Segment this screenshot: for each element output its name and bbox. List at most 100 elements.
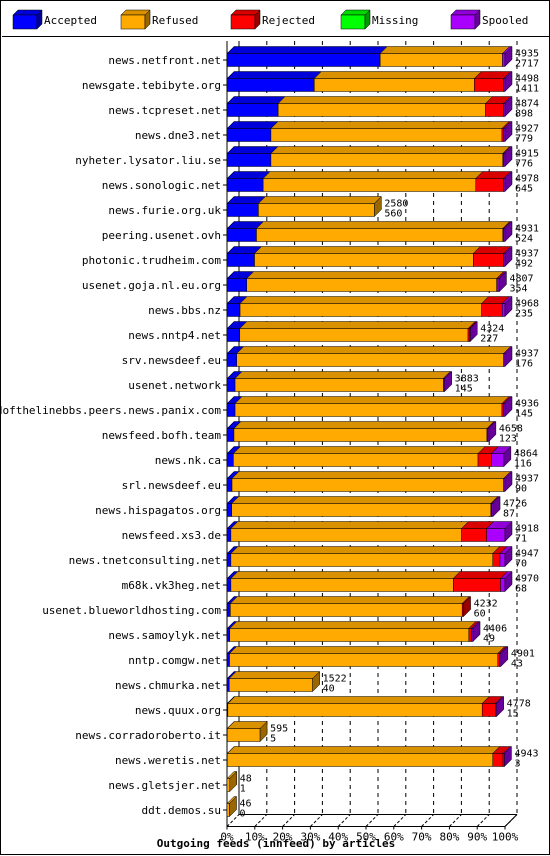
bar-seg-24-1-front [230,654,498,667]
bar-seg-21-1 [231,572,460,592]
bar-seg-17-0-front [227,479,232,492]
bar-seg-28-1-front [227,754,492,767]
bar-seg-19-4-front [487,529,505,542]
bar-seg-28-1-top [227,747,499,754]
bar-seg-24-1-top [230,647,505,654]
bar-seg-15-1-top [234,422,494,429]
gridline-depth-20 [283,815,295,827]
bar-seg-24-2-front [498,654,500,667]
bar-seg-12-1 [237,347,511,367]
bar-seg-22-1 [230,597,469,617]
bar-seg-2-2-front [486,104,504,117]
bar-seg-3-1-front [271,129,502,142]
row-label-23: news.samoylyk.net [108,629,221,642]
bar-seg-22-0-front [227,604,230,617]
bar-seg-7-0-front [227,229,256,242]
bar-seg-8-0-front [227,254,255,267]
bar-seg-6-1 [258,197,381,217]
bar-seg-2-0-front [227,104,278,117]
row-label-11: news.nntp4.net [128,329,221,342]
bar-seg-24-0-front [227,654,230,667]
bar-seg-0-0-top [227,47,387,54]
bar-seg-29-1-front [227,779,230,792]
accepted-label-9: 354 [509,284,527,295]
bar-seg-15-1 [234,422,494,442]
bar-seg-3-0 [227,122,278,142]
bar-seg-19-1-front [231,529,462,542]
accepted-label-19: 71 [515,534,527,545]
bar-seg-28-1 [227,747,499,767]
row-label-28: news.weretis.net [115,754,221,767]
bar-seg-20-4-front [500,554,505,567]
bar-seg-1-1 [314,72,481,92]
bar-seg-27-1-front [227,729,260,742]
bar-seg-4-1-front [271,154,503,167]
bar-seg-1-1-top [314,72,481,79]
row-label-3: news.dne3.net [135,129,221,142]
bar-seg-18-1 [232,497,498,517]
bar-seg-6-1-front [258,204,374,217]
bar-seg-21-1-top [231,572,460,579]
accepted-label-12: 176 [515,359,533,370]
bar-seg-21-0-front [227,579,231,592]
bar-seg-1-0 [227,72,321,92]
bar-seg-20-2-front [493,554,500,567]
bar-seg-21-1-front [231,579,453,592]
bar-seg-0-4-front [502,54,505,67]
row-label-19: newsfeed.xs3.de [122,529,221,542]
bar-seg-17-1-front [232,479,504,492]
row-label-16: news.nk.ca [155,454,221,467]
bar-seg-0-1 [380,47,509,67]
gridline-depth-70 [422,815,434,827]
accepted-label-16: 116 [514,459,532,470]
row-label-14: endofthelinebbs.peers.news.panix.com [1,404,221,417]
row-label-9: usenet.goja.nl.eu.org [82,279,221,292]
bar-seg-19-0-front [227,529,231,542]
bar-seg-4-1-top [271,147,510,154]
bar-seg-5-1-top [263,172,483,179]
accepted-label-21: 68 [515,584,527,595]
bar-seg-23-2-front [469,629,472,642]
bar-seg-7-1-top [256,222,509,229]
bar-seg-8-2-front [473,254,503,267]
bar-seg-28-2-front [493,754,503,767]
bar-seg-16-1 [233,447,485,467]
bar-seg-7-1 [256,222,509,242]
bar-seg-14-1-front [235,404,502,417]
gridline-depth-50 [366,815,378,827]
bar-seg-9-0-front [227,279,247,292]
accepted-label-20: 70 [515,559,527,570]
accepted-label-7: 524 [515,234,533,245]
row-label-20: news.tnetconsulting.net [69,554,221,567]
bar-seg-3-2-front [502,129,504,142]
bar-seg-16-1-front [233,454,478,467]
bar-seg-9-1 [247,272,504,292]
gridline-depth-30 [310,815,322,827]
bar-seg-15-1-front [234,429,487,442]
bar-seg-5-0-top [227,172,270,179]
bar-seg-6-1-top [258,197,381,204]
bar-seg-18-1-front [232,504,491,517]
bar-seg-0-0 [227,47,387,67]
row-label-27: news.corradoroberto.it [75,729,221,742]
bar-seg-26-1-top [228,697,489,704]
bar-seg-5-1-front [263,179,476,192]
bar-seg-6-0-front [227,204,258,217]
accepted-label-15: 123 [499,434,517,445]
bar-seg-11-1-top [240,322,475,329]
bar-seg-14-1 [235,397,509,417]
row-label-25: news.chmurka.net [115,679,221,692]
bar-seg-7-1-front [256,229,502,242]
